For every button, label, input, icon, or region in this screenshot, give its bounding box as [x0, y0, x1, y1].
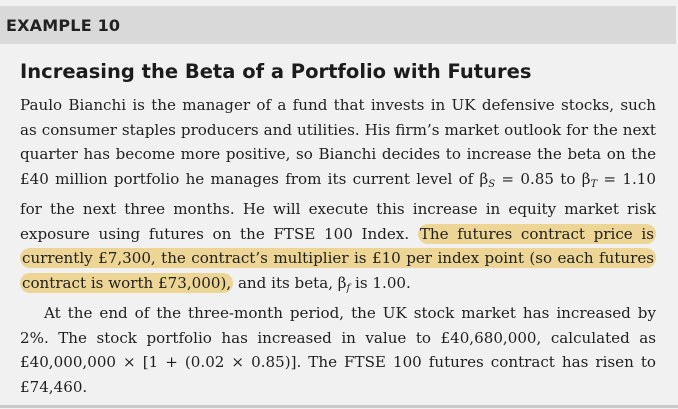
example-title: Increasing the Beta of a Portfolio with …: [20, 60, 532, 83]
paragraph-1-text-c: = 1.10 for the next three months. He wil…: [20, 169, 656, 243]
example-label: EXAMPLE 10: [6, 15, 121, 35]
paragraph-1-text-b: = 0.85 to β: [495, 169, 591, 188]
paragraph-2: At the end of the three-month period, th…: [20, 304, 656, 396]
beta-s-subscript: S: [488, 178, 496, 190]
paragraph-1-text-e: is 1.00.: [350, 273, 411, 292]
beta-t-subscript: T: [590, 178, 598, 190]
paragraph-1: Paulo Bianchi is the manager of a fund t…: [20, 93, 656, 301]
example-header: EXAMPLE 10: [0, 6, 676, 44]
beta-f-subscript: f: [346, 282, 351, 294]
paragraph-1-text-a: Paulo Bianchi is the manager of a fund t…: [20, 96, 656, 188]
paragraph-1-text-d: and its beta, β: [233, 273, 347, 292]
bottom-divider: [0, 405, 678, 408]
example-content: Increasing the Beta of a Portfolio with …: [20, 54, 656, 399]
